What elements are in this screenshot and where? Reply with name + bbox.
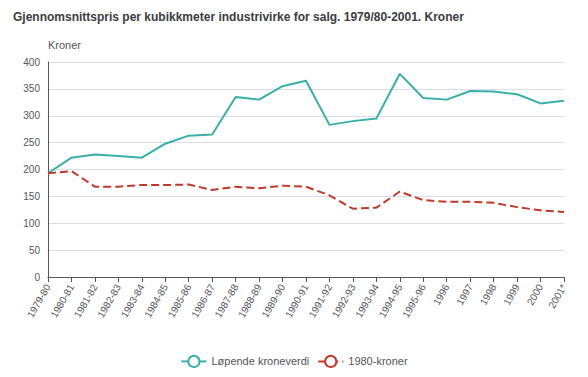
svg-text:1985-86: 1985-86 [165, 282, 194, 320]
svg-text:Løpende kroneverdi: Løpende kroneverdi [211, 355, 309, 367]
svg-text:0: 0 [34, 272, 40, 283]
svg-text:Gjennomsnittspris per kubikkme: Gjennomsnittspris per kubikkmeter indust… [13, 10, 464, 24]
svg-text:1990-91: 1990-91 [282, 282, 311, 320]
svg-text:250: 250 [23, 137, 40, 148]
svg-text:1988-89: 1988-89 [236, 282, 264, 320]
svg-text:1997: 1997 [454, 282, 475, 307]
svg-text:1994-95: 1994-95 [376, 282, 405, 320]
svg-text:Kroner: Kroner [48, 39, 81, 51]
svg-text:1979-80: 1979-80 [24, 282, 53, 320]
svg-text:1980-81: 1980-81 [48, 282, 77, 320]
svg-text:100: 100 [23, 218, 40, 229]
svg-text:1991-92: 1991-92 [306, 282, 335, 320]
svg-text:1996: 1996 [431, 282, 452, 307]
svg-text:1998: 1998 [478, 282, 499, 307]
svg-text:1981-82: 1981-82 [71, 282, 100, 320]
svg-text:350: 350 [23, 83, 40, 94]
svg-text:1992-93: 1992-93 [329, 282, 358, 320]
svg-text:1982-83: 1982-83 [95, 282, 124, 320]
svg-text:200: 200 [23, 164, 40, 175]
svg-text:150: 150 [23, 191, 40, 202]
svg-text:50: 50 [29, 245, 41, 256]
svg-text:1980-kroner: 1980-kroner [348, 355, 408, 367]
svg-text:400: 400 [23, 57, 40, 68]
svg-text:300: 300 [23, 110, 40, 121]
svg-text:1999: 1999 [501, 282, 522, 307]
svg-text:1987-88: 1987-88 [212, 282, 241, 320]
svg-text:2000: 2000 [525, 282, 546, 307]
svg-text:1995-96: 1995-96 [400, 282, 428, 320]
svg-text:1993-94: 1993-94 [353, 282, 382, 320]
svg-text:1984-85: 1984-85 [142, 282, 170, 320]
svg-text:1986-87: 1986-87 [189, 282, 217, 320]
svg-text:2001*: 2001* [546, 282, 569, 310]
svg-text:1989-90: 1989-90 [259, 282, 288, 320]
svg-text:1983-84: 1983-84 [118, 282, 147, 320]
